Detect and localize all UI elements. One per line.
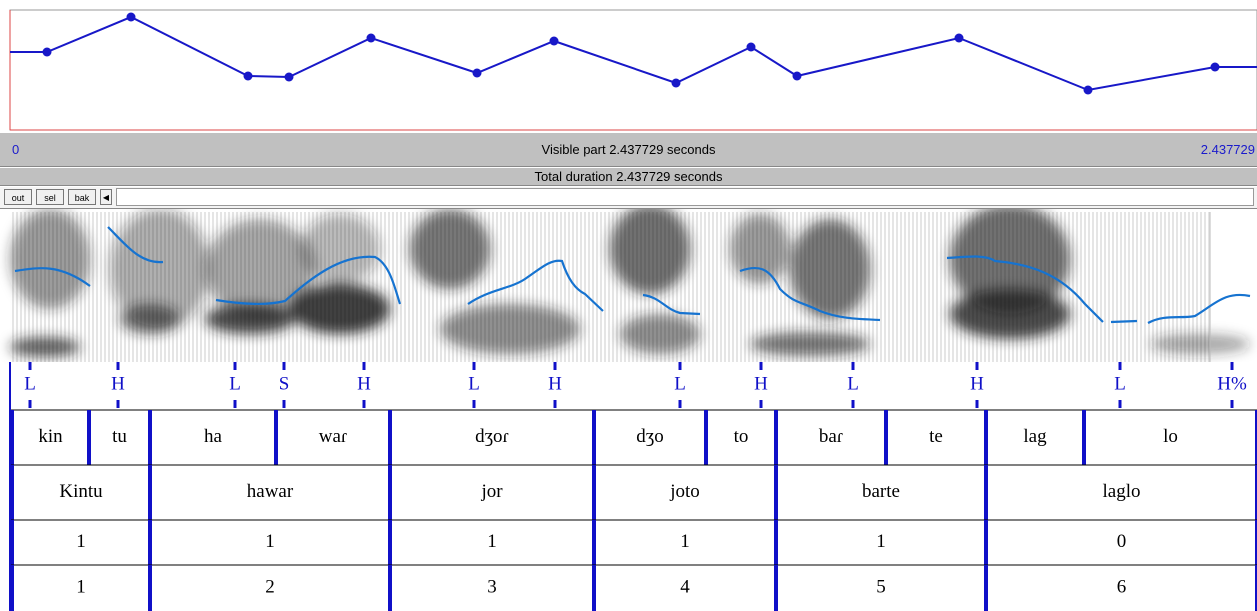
interval-label: joto: [669, 481, 700, 502]
interval-label: 6: [1117, 576, 1127, 597]
button[interactable]: out: [4, 189, 32, 205]
tone-label: L: [468, 373, 480, 394]
total-label: Total duration 2.437729 seconds: [535, 169, 723, 184]
interval-label: waɾ: [319, 426, 347, 447]
interval-label: laglo: [1103, 481, 1141, 502]
visible-bar[interactable]: 0 Visible part 2.437729 seconds 2.437729: [0, 133, 1257, 167]
tone-label: H: [357, 373, 371, 394]
interval-label: 1: [487, 531, 497, 552]
tone-label: L: [847, 373, 859, 394]
button[interactable]: bak: [68, 189, 96, 205]
interval-label: 1: [76, 531, 86, 552]
button[interactable]: sel: [36, 189, 64, 205]
spectrogram-texture: [10, 212, 1210, 362]
interval-label: 2: [265, 576, 275, 597]
interval-label: 1: [265, 531, 275, 552]
tier-area: [10, 362, 1257, 611]
interval-label: lag: [1023, 426, 1047, 447]
interval-label: 1: [876, 531, 886, 552]
interval-label: lo: [1163, 426, 1178, 447]
plot-area: [10, 10, 1257, 130]
tone-label: L: [1114, 373, 1126, 394]
interval-label: 4: [680, 576, 690, 597]
interval-label: ha: [204, 426, 223, 447]
editor: L H L S H L H L H L H L H% kin tu ha waɾ dʒoɾ dʒo to baɾ te la…: [0, 209, 1257, 611]
tone-label: H%: [1217, 373, 1247, 394]
interval-label: dʒoɾ: [475, 426, 509, 447]
interval-label: te: [929, 426, 943, 447]
pitch-panel: [0, 0, 1257, 132]
praat-window: 0 Visible part 2.437729 seconds 2.437729…: [0, 0, 1257, 611]
end-time: 2.437729: [1201, 133, 1255, 167]
button-bar: out sel bak ◀: [0, 187, 1257, 209]
tone-label: L: [229, 373, 241, 394]
visible-label: Visible part 2.437729 seconds: [0, 133, 1257, 167]
interval-label: to: [734, 426, 749, 447]
tone-label: H: [111, 373, 125, 394]
tone-label: S: [279, 373, 290, 394]
tone-label: H: [754, 373, 768, 394]
interval-label: hawar: [247, 481, 294, 502]
interval-label: tu: [112, 426, 127, 447]
interval-label: 1: [76, 576, 86, 597]
tone-label: L: [24, 373, 36, 394]
interval-label: jor: [480, 481, 503, 502]
interval-label: barte: [862, 481, 900, 502]
interval-label: 5: [876, 576, 886, 597]
total-bar[interactable]: Total duration 2.437729 seconds: [0, 168, 1257, 186]
scrollbar[interactable]: [116, 188, 1254, 206]
tone-label: L: [674, 373, 686, 394]
tone-label: H: [970, 373, 984, 394]
interval-label: 1: [680, 531, 690, 552]
interval-label: 0: [1117, 531, 1127, 552]
interval-label: dʒo: [636, 426, 663, 447]
interval-label: kin: [38, 426, 63, 447]
interval-label: 3: [487, 576, 497, 597]
interval-label: Kintu: [59, 481, 103, 502]
interval-label: baɾ: [819, 426, 843, 447]
tone-label: H: [548, 373, 562, 394]
scroll-left[interactable]: ◀: [100, 189, 112, 205]
